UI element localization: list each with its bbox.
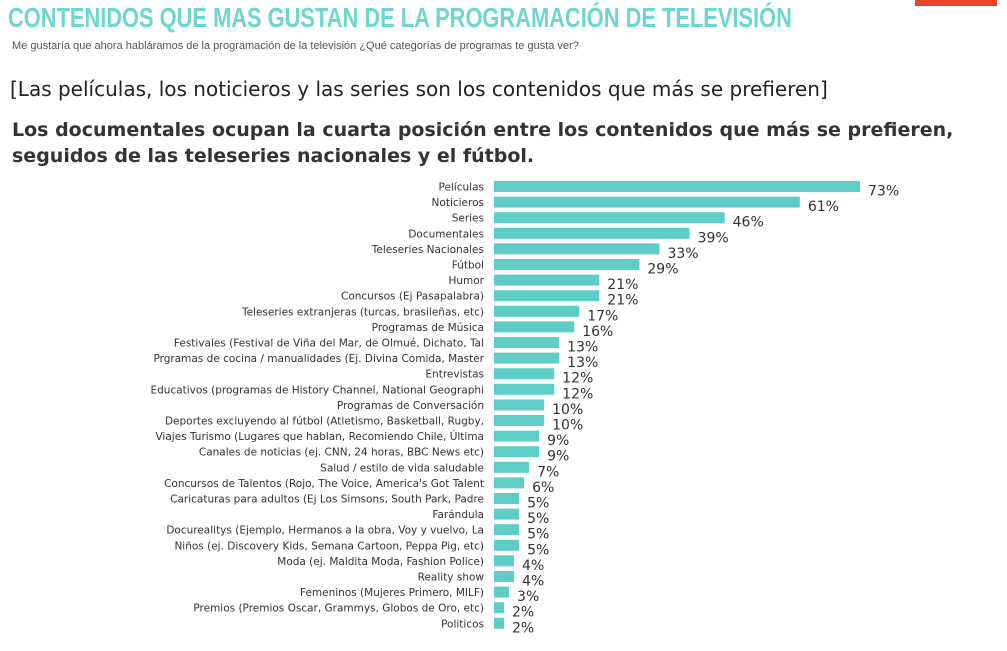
bar — [494, 337, 560, 348]
category-label: Deportes excluyendo al fútbol (Atletismo… — [165, 416, 484, 428]
data-label: 73% — [868, 184, 899, 200]
data-label: 46% — [733, 215, 764, 231]
data-label: 10% — [552, 402, 583, 418]
category-label: Fútbol — [452, 260, 484, 272]
category-label: Viajes Turismo (Lugares que hablan, Reco… — [155, 430, 484, 443]
bar — [494, 274, 600, 286]
category-label: Caricaturas para adultos (Ej Los Simsons… — [170, 494, 484, 506]
category-label: Festivales (Festival de Viña del Mar, de… — [174, 338, 484, 350]
bar — [494, 555, 515, 567]
data-label: 16% — [582, 324, 613, 340]
data-label: 5% — [527, 511, 549, 527]
data-label: 3% — [517, 589, 539, 605]
bar — [494, 524, 520, 536]
bar — [494, 602, 505, 614]
category-label: Concursos de Talentos (Rojo, The Voice, … — [164, 478, 484, 490]
category-label: Farándula — [432, 509, 484, 521]
data-label: 2% — [512, 620, 534, 636]
data-label: 61% — [808, 199, 839, 215]
bar — [494, 290, 600, 302]
data-label: 39% — [698, 230, 729, 246]
category-label: Femeninos (Mujeres Primero, MILF) — [300, 587, 484, 599]
category-label: Humor — [448, 275, 484, 287]
data-label: 12% — [562, 371, 593, 387]
category-label: Películas — [438, 182, 484, 194]
data-label: 9% — [547, 449, 569, 465]
category-label: Canales de noticias (ej. CNN, 24 horas, … — [199, 447, 484, 459]
category-label: Moda (ej. Maldita Moda, Fashion Police) — [277, 556, 484, 568]
data-label: 21% — [607, 293, 638, 309]
category-label: Politicos — [441, 618, 484, 630]
data-label: 7% — [537, 464, 559, 480]
data-label: 10% — [552, 418, 583, 434]
data-label: 9% — [547, 433, 569, 449]
data-label: 5% — [527, 542, 549, 558]
category-label: Documentales — [408, 228, 484, 240]
bar — [494, 212, 725, 224]
category-label: Concursos (Ej Pasapalabra) — [341, 291, 484, 303]
bar — [494, 399, 545, 411]
bar-chart: Películas 73% Noticieros 61% Series 46% Docume… — [150, 181, 899, 636]
bar — [494, 461, 530, 473]
category-label: Salud / estilo de vida saludable — [320, 462, 484, 474]
bar — [494, 243, 660, 255]
bar — [494, 539, 520, 551]
bar — [494, 181, 860, 192]
data-label: 4% — [522, 574, 544, 590]
category-label: Teleseries extranjeras (turcas, brasileñ… — [241, 306, 484, 318]
data-label: 6% — [532, 480, 554, 496]
data-label: 2% — [512, 605, 534, 621]
data-label: 12% — [562, 386, 593, 402]
bar — [494, 321, 575, 333]
bar — [494, 446, 540, 458]
data-label: 17% — [587, 308, 618, 324]
bar — [494, 196, 800, 208]
bar — [494, 586, 510, 598]
category-label: Entrevistas — [425, 369, 484, 381]
category-label: Niños (ej. Discovery Kids, Semana Cartoo… — [174, 540, 484, 552]
bar — [494, 430, 540, 442]
data-label: 13% — [567, 340, 598, 356]
headline: [Las películas, los noticieros y las ser… — [10, 77, 828, 101]
bar — [494, 477, 525, 489]
bar — [494, 259, 640, 270]
category-label: Prgramas de cocina / manualidades (Ej. D… — [153, 353, 484, 365]
category-label: Educativos (programas de History Channel… — [150, 384, 484, 396]
category-label: Programas de Música — [372, 322, 484, 334]
bar — [494, 305, 580, 317]
data-label: 5% — [527, 527, 549, 543]
data-label: 33% — [667, 246, 698, 262]
corner-accent-bar — [915, 0, 997, 6]
category-label: Docurealitys (Ejemplo, Hermanos a la obr… — [166, 525, 484, 537]
summary-text: Los documentales ocupan la cuarta posici… — [12, 119, 954, 167]
bar — [494, 571, 515, 582]
category-label: Programas de Conversación — [337, 400, 484, 412]
category-label: Series — [452, 213, 484, 225]
data-label: 21% — [607, 277, 638, 293]
survey-question: Me gustaría que ahora habláramos de la p… — [12, 40, 579, 52]
bar — [494, 493, 520, 504]
bar — [494, 415, 545, 426]
category-label: Teleseries Nacionales — [371, 244, 484, 256]
bar — [494, 352, 560, 364]
data-label: 29% — [647, 262, 678, 278]
bar — [494, 227, 690, 239]
category-label: Noticieros — [432, 197, 484, 209]
bar — [494, 617, 505, 629]
bar — [494, 508, 520, 520]
data-label: 13% — [567, 355, 598, 371]
data-label: 4% — [522, 558, 544, 574]
bar — [494, 383, 555, 395]
data-label: 5% — [527, 496, 549, 512]
page-title: CONTENIDOS QUE MAS GUSTAN DE LA PROGRAMA… — [8, 2, 792, 33]
category-label: Reality show — [418, 572, 485, 584]
bar — [494, 368, 555, 380]
category-label: Premios (Premios Oscar, Grammys, Globos … — [193, 603, 484, 615]
